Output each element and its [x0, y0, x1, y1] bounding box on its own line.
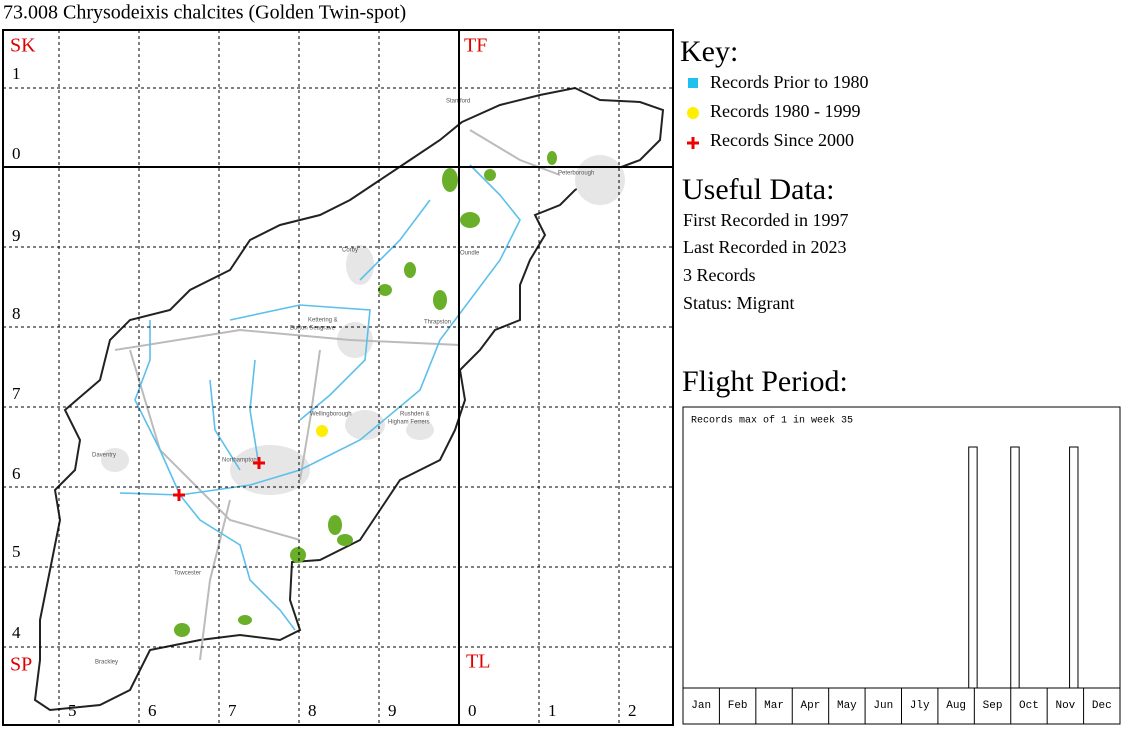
northing-label: 0 [12, 144, 21, 163]
month-label: Jun [873, 700, 893, 712]
town-label: Higham Ferrers [388, 420, 430, 426]
northing-label: 4 [12, 623, 21, 642]
key-square [688, 78, 698, 88]
town-label: Wellingborough [310, 412, 352, 418]
northing-label: 8 [12, 304, 21, 323]
flight-bar [1010, 446, 1020, 689]
northing-label: 6 [12, 464, 21, 483]
useful-heading: Useful Data: [682, 173, 834, 206]
key-heading: Key: [680, 35, 738, 68]
easting-label: 5 [68, 701, 77, 720]
square-label: SP [10, 654, 32, 676]
square-label: SK [10, 35, 36, 57]
month-label: Mar [764, 700, 784, 712]
month-label: Apr [801, 700, 821, 712]
town-label: Corby [342, 248, 358, 254]
map: Stamford Peterborough Corby Oundle Kette… [2, 29, 674, 726]
northing-label: 9 [12, 226, 21, 245]
month-label: Aug [946, 700, 966, 712]
town-label: Burton Seagrave [290, 326, 336, 332]
useful-line: First Recorded in 1997 [683, 210, 848, 230]
town-label: Daventry [92, 453, 116, 459]
month-label: Nov [1055, 700, 1075, 712]
month-label: Dec [1092, 700, 1112, 712]
key-cross [687, 137, 699, 149]
record-since-2000 [173, 489, 185, 501]
key-circle [687, 107, 699, 119]
square-label: TF [464, 35, 487, 57]
square-label: TL [466, 651, 490, 673]
key-item: Records Prior to 1980 [710, 72, 868, 92]
record-1980-1999 [316, 425, 328, 437]
key-item: Records 1980 - 1999 [710, 101, 860, 121]
key-item: Records Since 2000 [710, 130, 854, 150]
useful-line: Status: Migrant [683, 293, 795, 313]
county-outline [33, 86, 665, 712]
flight-chart [682, 406, 1121, 725]
town-label: Northampton [222, 458, 257, 464]
town-label: Rushden & [400, 412, 430, 418]
town-label: Oundle [460, 251, 480, 257]
title: 73.008 Chrysodeixis chalcites (Golden Tw… [3, 2, 406, 24]
town-label: Peterborough [558, 171, 594, 177]
easting-label: 2 [628, 701, 637, 720]
woodland [174, 151, 557, 637]
easting-label: 9 [388, 701, 397, 720]
town-labels: Stamford Peterborough Corby Oundle Kette… [92, 99, 594, 666]
month-label: Oct [1019, 700, 1039, 712]
month-label: Jan [691, 700, 711, 712]
town-label: Towcester [174, 571, 201, 577]
flight-caption: Records max of 1 in week 35 [691, 415, 853, 427]
record-since-2000 [253, 457, 265, 469]
useful-line: 3 Records [683, 265, 755, 285]
northing-label: 5 [12, 542, 21, 561]
easting-label: 6 [148, 701, 157, 720]
northing-label: 1 [12, 64, 21, 83]
month-label: Feb [728, 700, 748, 712]
month-label: May [837, 700, 857, 712]
easting-label: 7 [228, 701, 237, 720]
month-label: Sep [983, 700, 1003, 712]
town-label: Thrapston [424, 320, 451, 326]
month-label: Jly [910, 700, 930, 712]
grid-lines [2, 29, 674, 726]
town-label: Kettering & [308, 318, 338, 324]
easting-label: 0 [468, 701, 477, 720]
flight-bar [1069, 446, 1079, 689]
easting-label: 1 [548, 701, 557, 720]
northing-label: 7 [12, 384, 21, 403]
records [173, 425, 328, 501]
flight-bar [968, 446, 978, 689]
roads [114, 129, 561, 661]
town-label: Brackley [95, 660, 118, 666]
easting-label: 8 [308, 701, 317, 720]
useful-line: Last Recorded in 2023 [683, 237, 846, 257]
flight-heading: Flight Period: [682, 365, 848, 398]
